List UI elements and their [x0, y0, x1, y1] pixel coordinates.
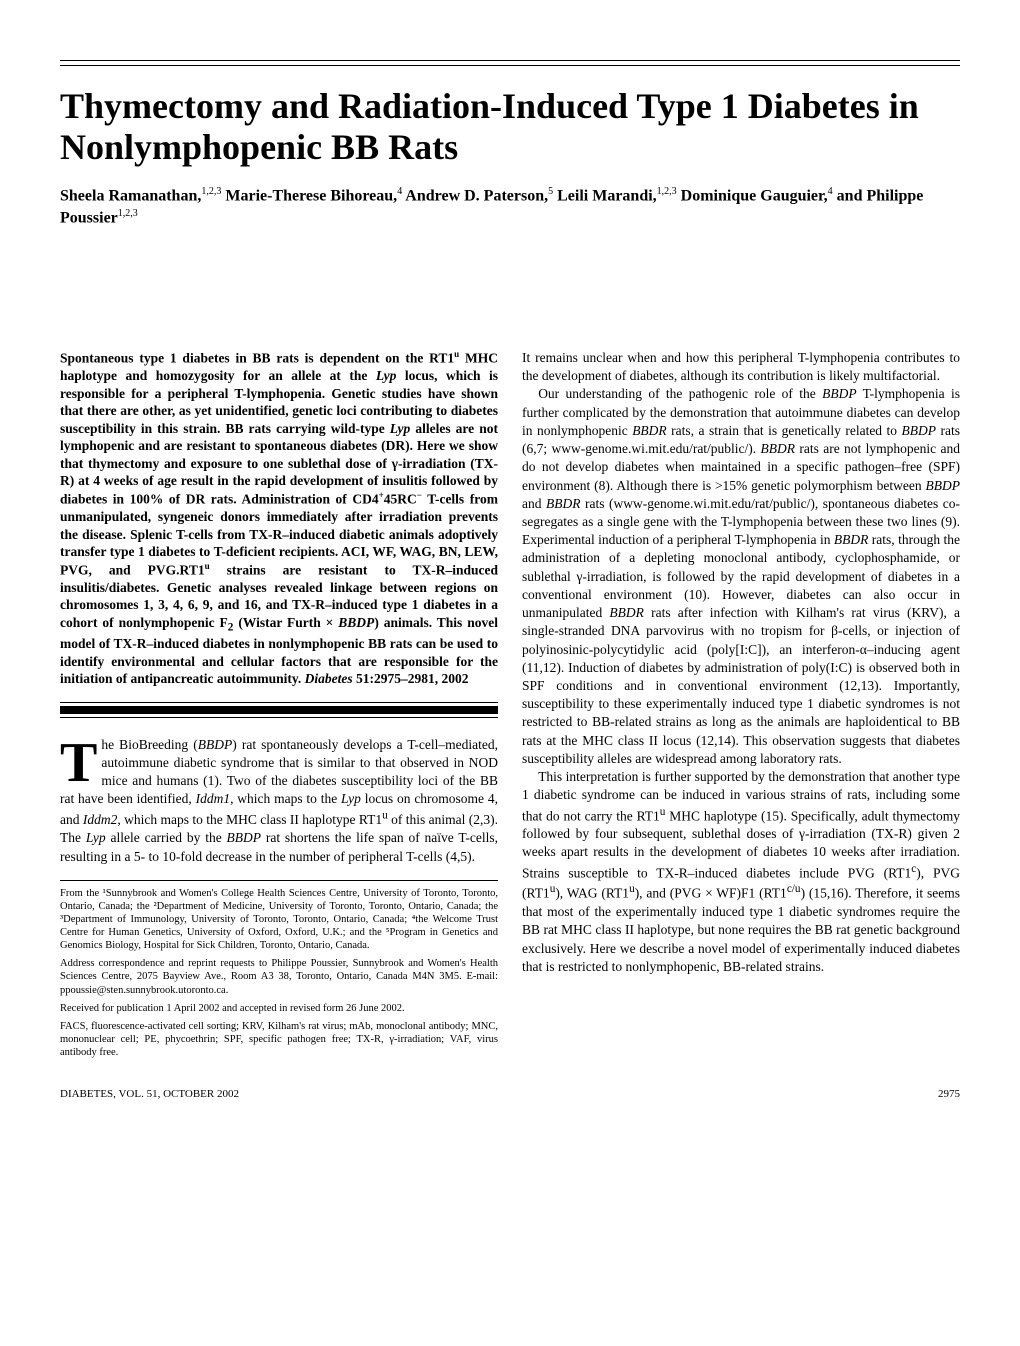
article-title: Thymectomy and Radiation-Induced Type 1 … [60, 86, 960, 169]
top-rule-thick [60, 60, 960, 61]
left-column: Spontaneous type 1 diabetes in BB rats i… [60, 349, 498, 1064]
footnote-received: Received for publication 1 April 2002 an… [60, 1002, 498, 1015]
footer-left: DIABETES, VOL. 51, OCTOBER 2002 [60, 1088, 239, 1100]
section-divider-bar [60, 702, 498, 718]
footer-right: 2975 [938, 1088, 960, 1100]
body-paragraph-3: This interpretation is further supported… [522, 768, 960, 976]
footnote-abbreviations: FACS, fluorescence-activated cell sortin… [60, 1020, 498, 1059]
authors-line: Sheela Ramanathan,1,2,3 Marie-Therese Bi… [60, 185, 960, 229]
body-paragraph-1: It remains unclear when and how this per… [522, 349, 960, 385]
section-divider-bar-inner [60, 706, 498, 714]
footnote-affiliations: From the ¹Sunnybrook and Women's College… [60, 887, 498, 953]
right-column: It remains unclear when and how this per… [522, 349, 960, 1064]
dropcap-letter: T [60, 736, 101, 788]
footnotes-block: From the ¹Sunnybrook and Women's College… [60, 880, 498, 1060]
intro-text: he BioBreeding (BBDP) rat spontaneously … [60, 737, 498, 864]
intro-paragraph: The BioBreeding (BBDP) rat spontaneously… [60, 736, 498, 866]
footnote-correspondence: Address correspondence and reprint reque… [60, 957, 498, 996]
abstract-text: Spontaneous type 1 diabetes in BB rats i… [60, 349, 498, 688]
top-rule-thin [60, 65, 960, 66]
page-footer: DIABETES, VOL. 51, OCTOBER 2002 2975 [60, 1088, 960, 1100]
two-column-layout: Spontaneous type 1 diabetes in BB rats i… [60, 349, 960, 1064]
body-paragraph-2: Our understanding of the pathogenic role… [522, 385, 960, 768]
